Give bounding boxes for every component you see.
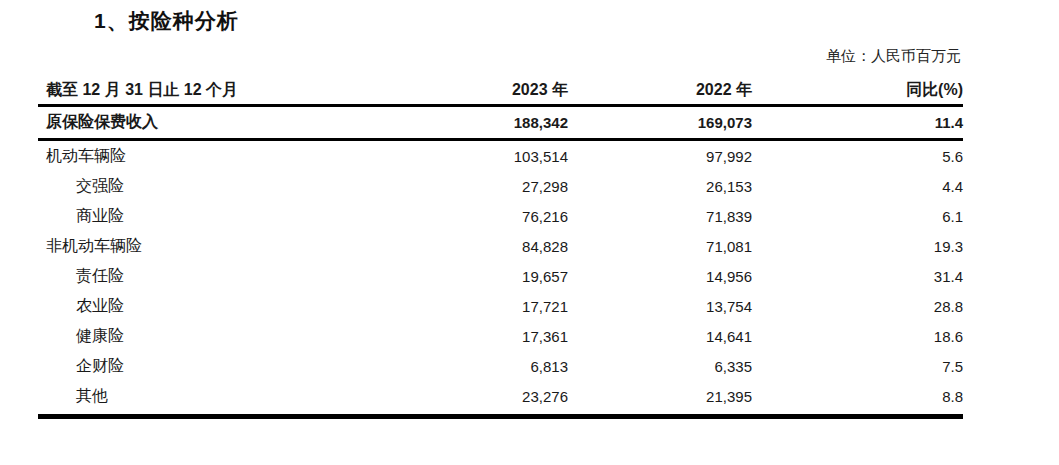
row-value-2023: 188,342 (420, 114, 568, 131)
table-row-commercial: 商业险 76,216 71,839 6.1 (38, 201, 963, 231)
row-label: 原保险保费收入 (38, 112, 420, 133)
row-value-2023: 19,657 (420, 268, 568, 285)
table-row-total-premium: 原保险保费收入 188,342 169,073 11.4 (38, 107, 963, 141)
row-value-yoy: 28.8 (752, 298, 963, 315)
table-row-liability: 责任险 19,657 14,956 31.4 (38, 261, 963, 291)
row-value-2023: 6,813 (420, 358, 568, 375)
table-row-agriculture: 农业险 17,721 13,754 28.8 (38, 291, 963, 321)
header-period: 截至 12 月 31 日止 12 个月 (38, 80, 420, 101)
row-value-yoy: 18.6 (752, 328, 963, 345)
table-header-row: 截至 12 月 31 日止 12 个月 2023 年 2022 年 同比(%) (38, 76, 963, 107)
row-value-2023: 17,721 (420, 298, 568, 315)
row-value-yoy: 31.4 (752, 268, 963, 285)
row-value-2022: 21,395 (568, 388, 752, 405)
report-page: 1、按险种分析 单位：人民币百万元 截至 12 月 31 日止 12 个月 20… (0, 0, 1059, 465)
row-value-yoy: 7.5 (752, 358, 963, 375)
section-title: 1、按险种分析 (94, 7, 239, 35)
table-row-others: 其他 23,276 21,395 8.8 (38, 381, 963, 411)
header-yoy: 同比(%) (752, 80, 963, 101)
row-value-2023: 84,828 (420, 238, 568, 255)
row-value-2022: 71,081 (568, 238, 752, 255)
row-value-yoy: 4.4 (752, 178, 963, 195)
row-value-yoy: 19.3 (752, 238, 963, 255)
row-value-2023: 103,514 (420, 148, 568, 165)
row-value-yoy: 5.6 (752, 148, 963, 165)
row-value-2022: 14,641 (568, 328, 752, 345)
table-row-health: 健康险 17,361 14,641 18.6 (38, 321, 963, 351)
premium-by-line-table: 截至 12 月 31 日止 12 个月 2023 年 2022 年 同比(%) … (38, 76, 963, 419)
table-row-motor: 机动车辆险 103,514 97,992 5.6 (38, 141, 963, 171)
unit-note: 单位：人民币百万元 (826, 47, 961, 66)
row-label: 非机动车辆险 (38, 236, 420, 257)
row-label: 交强险 (38, 176, 420, 197)
row-value-2022: 26,153 (568, 178, 752, 195)
row-value-2022: 6,335 (568, 358, 752, 375)
table-bottom-rule (38, 414, 963, 419)
table-row-non-motor: 非机动车辆险 84,828 71,081 19.3 (38, 231, 963, 261)
header-2022: 2022 年 (568, 80, 752, 101)
row-value-2023: 23,276 (420, 388, 568, 405)
table-row-property: 企财险 6,813 6,335 7.5 (38, 351, 963, 381)
row-value-2022: 97,992 (568, 148, 752, 165)
row-value-2022: 13,754 (568, 298, 752, 315)
row-value-yoy: 11.4 (752, 114, 963, 131)
row-label: 企财险 (38, 356, 420, 377)
row-label: 其他 (38, 386, 420, 407)
row-value-2022: 169,073 (568, 114, 752, 131)
row-value-yoy: 6.1 (752, 208, 963, 225)
row-label: 健康险 (38, 326, 420, 347)
row-value-2023: 27,298 (420, 178, 568, 195)
row-label: 机动车辆险 (38, 146, 420, 167)
row-value-2022: 14,956 (568, 268, 752, 285)
row-label: 责任险 (38, 266, 420, 287)
row-value-2023: 17,361 (420, 328, 568, 345)
table-row-compulsory: 交强险 27,298 26,153 4.4 (38, 171, 963, 201)
row-value-2023: 76,216 (420, 208, 568, 225)
row-label: 农业险 (38, 296, 420, 317)
row-label: 商业险 (38, 206, 420, 227)
row-value-yoy: 8.8 (752, 388, 963, 405)
header-2023: 2023 年 (420, 80, 568, 101)
row-value-2022: 71,839 (568, 208, 752, 225)
